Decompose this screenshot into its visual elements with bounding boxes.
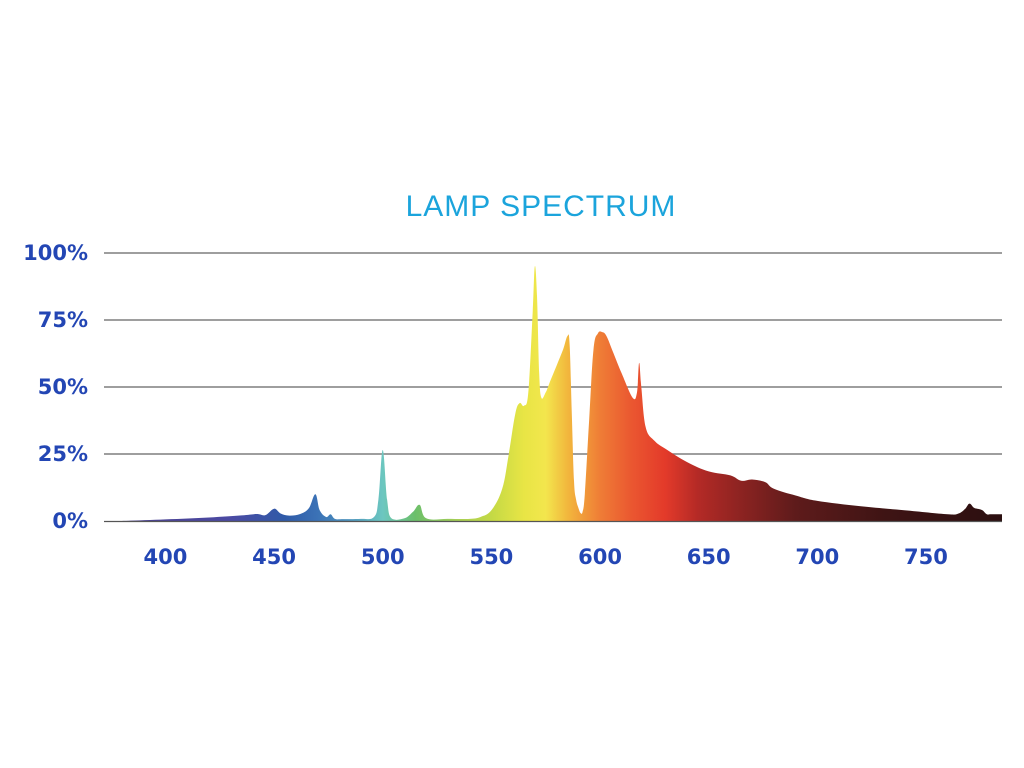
y-tick-label: 0% [52,509,88,533]
x-tick-label: 750 [904,545,948,569]
y-tick-labels: 0% 25% 50% 75% 100% [23,241,88,533]
chart-title: LAMP SPECTRUM [406,190,677,223]
x-tick-labels: 400 450 500 550 600 650 700 750 [144,545,948,569]
x-tick-label: 600 [578,545,622,569]
x-tick-label: 400 [144,545,188,569]
spectrum-area [122,265,1002,521]
y-tick-label: 50% [38,375,88,399]
x-tick-label: 700 [795,545,839,569]
x-tick-label: 450 [252,545,296,569]
y-tick-label: 75% [38,308,88,332]
x-tick-label: 650 [687,545,731,569]
x-tick-label: 550 [469,545,513,569]
y-tick-label: 100% [23,241,88,265]
x-tick-label: 500 [361,545,405,569]
y-tick-label: 25% [38,442,88,466]
